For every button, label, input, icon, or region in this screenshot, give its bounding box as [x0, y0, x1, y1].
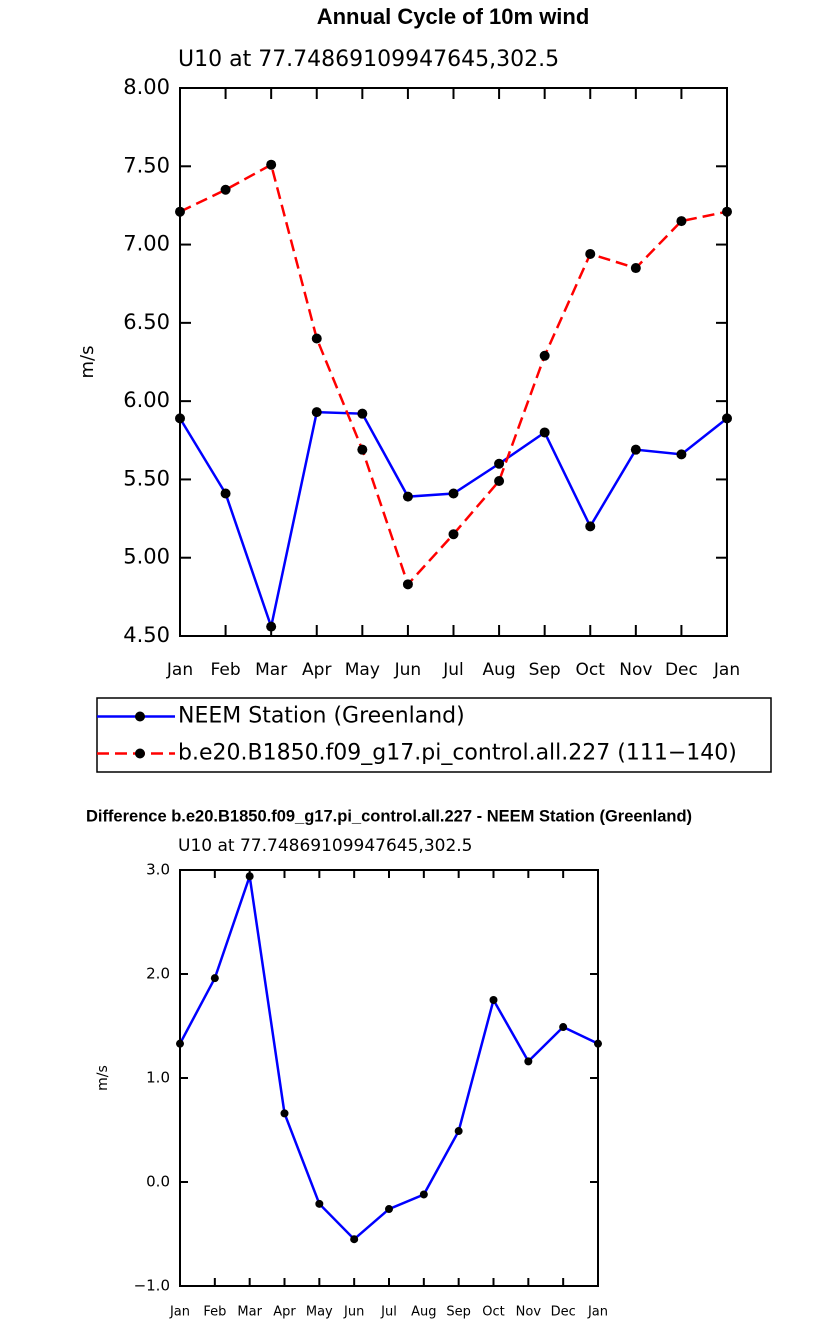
x-tick-label: Feb [211, 660, 241, 680]
series-line [178, 410, 728, 632]
data-point [559, 1023, 568, 1032]
x-tick-label: Jan [169, 1305, 190, 1320]
series-line [179, 162, 728, 587]
x-tick-label: Apr [302, 660, 331, 680]
y-tick-label: 8.00 [123, 75, 170, 99]
x-tick-label: Aug [411, 1305, 436, 1320]
data-point [494, 475, 505, 486]
data-point [489, 996, 498, 1004]
y-tick-label: 7.00 [123, 232, 170, 256]
chart-subtitle: U10 at 77.74869109947645,302.5 [178, 836, 473, 856]
y-tick-label: 0.0 [146, 1173, 170, 1191]
y-axis-label: m/s [77, 346, 98, 379]
data-point [676, 449, 687, 460]
data-point [585, 248, 596, 259]
data-point [280, 1109, 289, 1118]
x-tick-label: Dec [665, 660, 698, 680]
legend-marker [135, 711, 145, 722]
x-tick-label: Mar [255, 660, 287, 680]
x-tick-label: Mar [237, 1305, 262, 1320]
data-point [585, 521, 596, 532]
data-point [448, 529, 459, 540]
series-line [178, 875, 599, 1241]
x-tick-label: Oct [576, 660, 606, 680]
data-point [448, 488, 459, 499]
y-tick-label: 1.0 [146, 1069, 170, 1087]
x-tick-label: Jan [166, 660, 193, 680]
x-tick-label: Jun [343, 1305, 364, 1320]
data-point [385, 1205, 393, 1214]
legend-label: b.e20.B1850.f09_g17.pi_control.all.227 (… [178, 741, 737, 766]
x-tick-label: May [306, 1305, 333, 1320]
y-tick-label: 7.50 [123, 153, 170, 177]
x-tick-label: Apr [273, 1305, 296, 1320]
data-point [220, 488, 231, 499]
data-point [454, 1127, 463, 1136]
x-tick-label: May [345, 660, 380, 680]
x-tick-label: Feb [203, 1305, 226, 1320]
data-point [357, 408, 368, 419]
data-point [357, 444, 368, 455]
data-point [266, 621, 277, 632]
data-point [210, 974, 219, 983]
data-point [175, 206, 185, 217]
data-point [245, 872, 254, 881]
data-point [594, 1039, 602, 1048]
x-tick-label: Jul [380, 1305, 397, 1320]
data-point [539, 427, 550, 438]
y-tick-label: 3.0 [146, 861, 170, 879]
legend-marker [135, 748, 145, 759]
y-tick-label: 6.50 [123, 310, 170, 334]
data-point [311, 333, 322, 344]
data-point [539, 350, 550, 361]
data-point [350, 1235, 359, 1244]
legend-box [96, 697, 772, 773]
data-point [630, 263, 641, 274]
data-point [266, 159, 277, 170]
data-point [176, 1039, 184, 1048]
data-point [524, 1057, 533, 1066]
x-tick-label: Jan [587, 1305, 608, 1320]
x-tick-label: Jan [713, 660, 740, 680]
data-point [315, 1199, 324, 1208]
data-point [630, 444, 641, 455]
x-tick-label: Jul [442, 660, 464, 680]
x-tick-label: Nov [516, 1305, 542, 1320]
x-tick-label: Sep [446, 1305, 471, 1320]
data-point [311, 407, 322, 418]
chart-title: Difference b.e20.B1850.f09_g17.pi_contro… [86, 807, 692, 825]
data-point [220, 184, 231, 195]
data-point [175, 413, 185, 424]
data-point [676, 216, 687, 227]
x-tick-label: Jun [394, 660, 422, 680]
x-tick-label: Oct [482, 1305, 504, 1320]
x-tick-label: Aug [482, 660, 515, 680]
chart-subtitle: U10 at 77.74869109947645,302.5 [178, 47, 559, 72]
data-point [402, 491, 413, 502]
y-tick-label: −1.0 [134, 1277, 170, 1295]
data-point [722, 206, 732, 217]
chart-title: Annual Cycle of 10m wind [317, 4, 590, 29]
data-point [402, 579, 413, 590]
data-point [419, 1190, 428, 1199]
y-axis-label: m/s [95, 1065, 111, 1091]
y-tick-label: 4.50 [123, 623, 170, 647]
y-tick-label: 6.00 [123, 388, 170, 412]
y-tick-label: 5.00 [123, 545, 170, 569]
y-tick-label: 5.50 [123, 466, 170, 490]
plot-frame [179, 869, 599, 1287]
data-point [494, 458, 505, 469]
x-tick-label: Nov [619, 660, 652, 680]
legend-label: NEEM Station (Greenland) [178, 704, 465, 729]
x-tick-label: Dec [551, 1305, 576, 1320]
plot-frame [179, 87, 728, 637]
data-point [722, 413, 732, 424]
y-tick-label: 2.0 [146, 965, 170, 983]
x-tick-label: Sep [529, 660, 561, 680]
